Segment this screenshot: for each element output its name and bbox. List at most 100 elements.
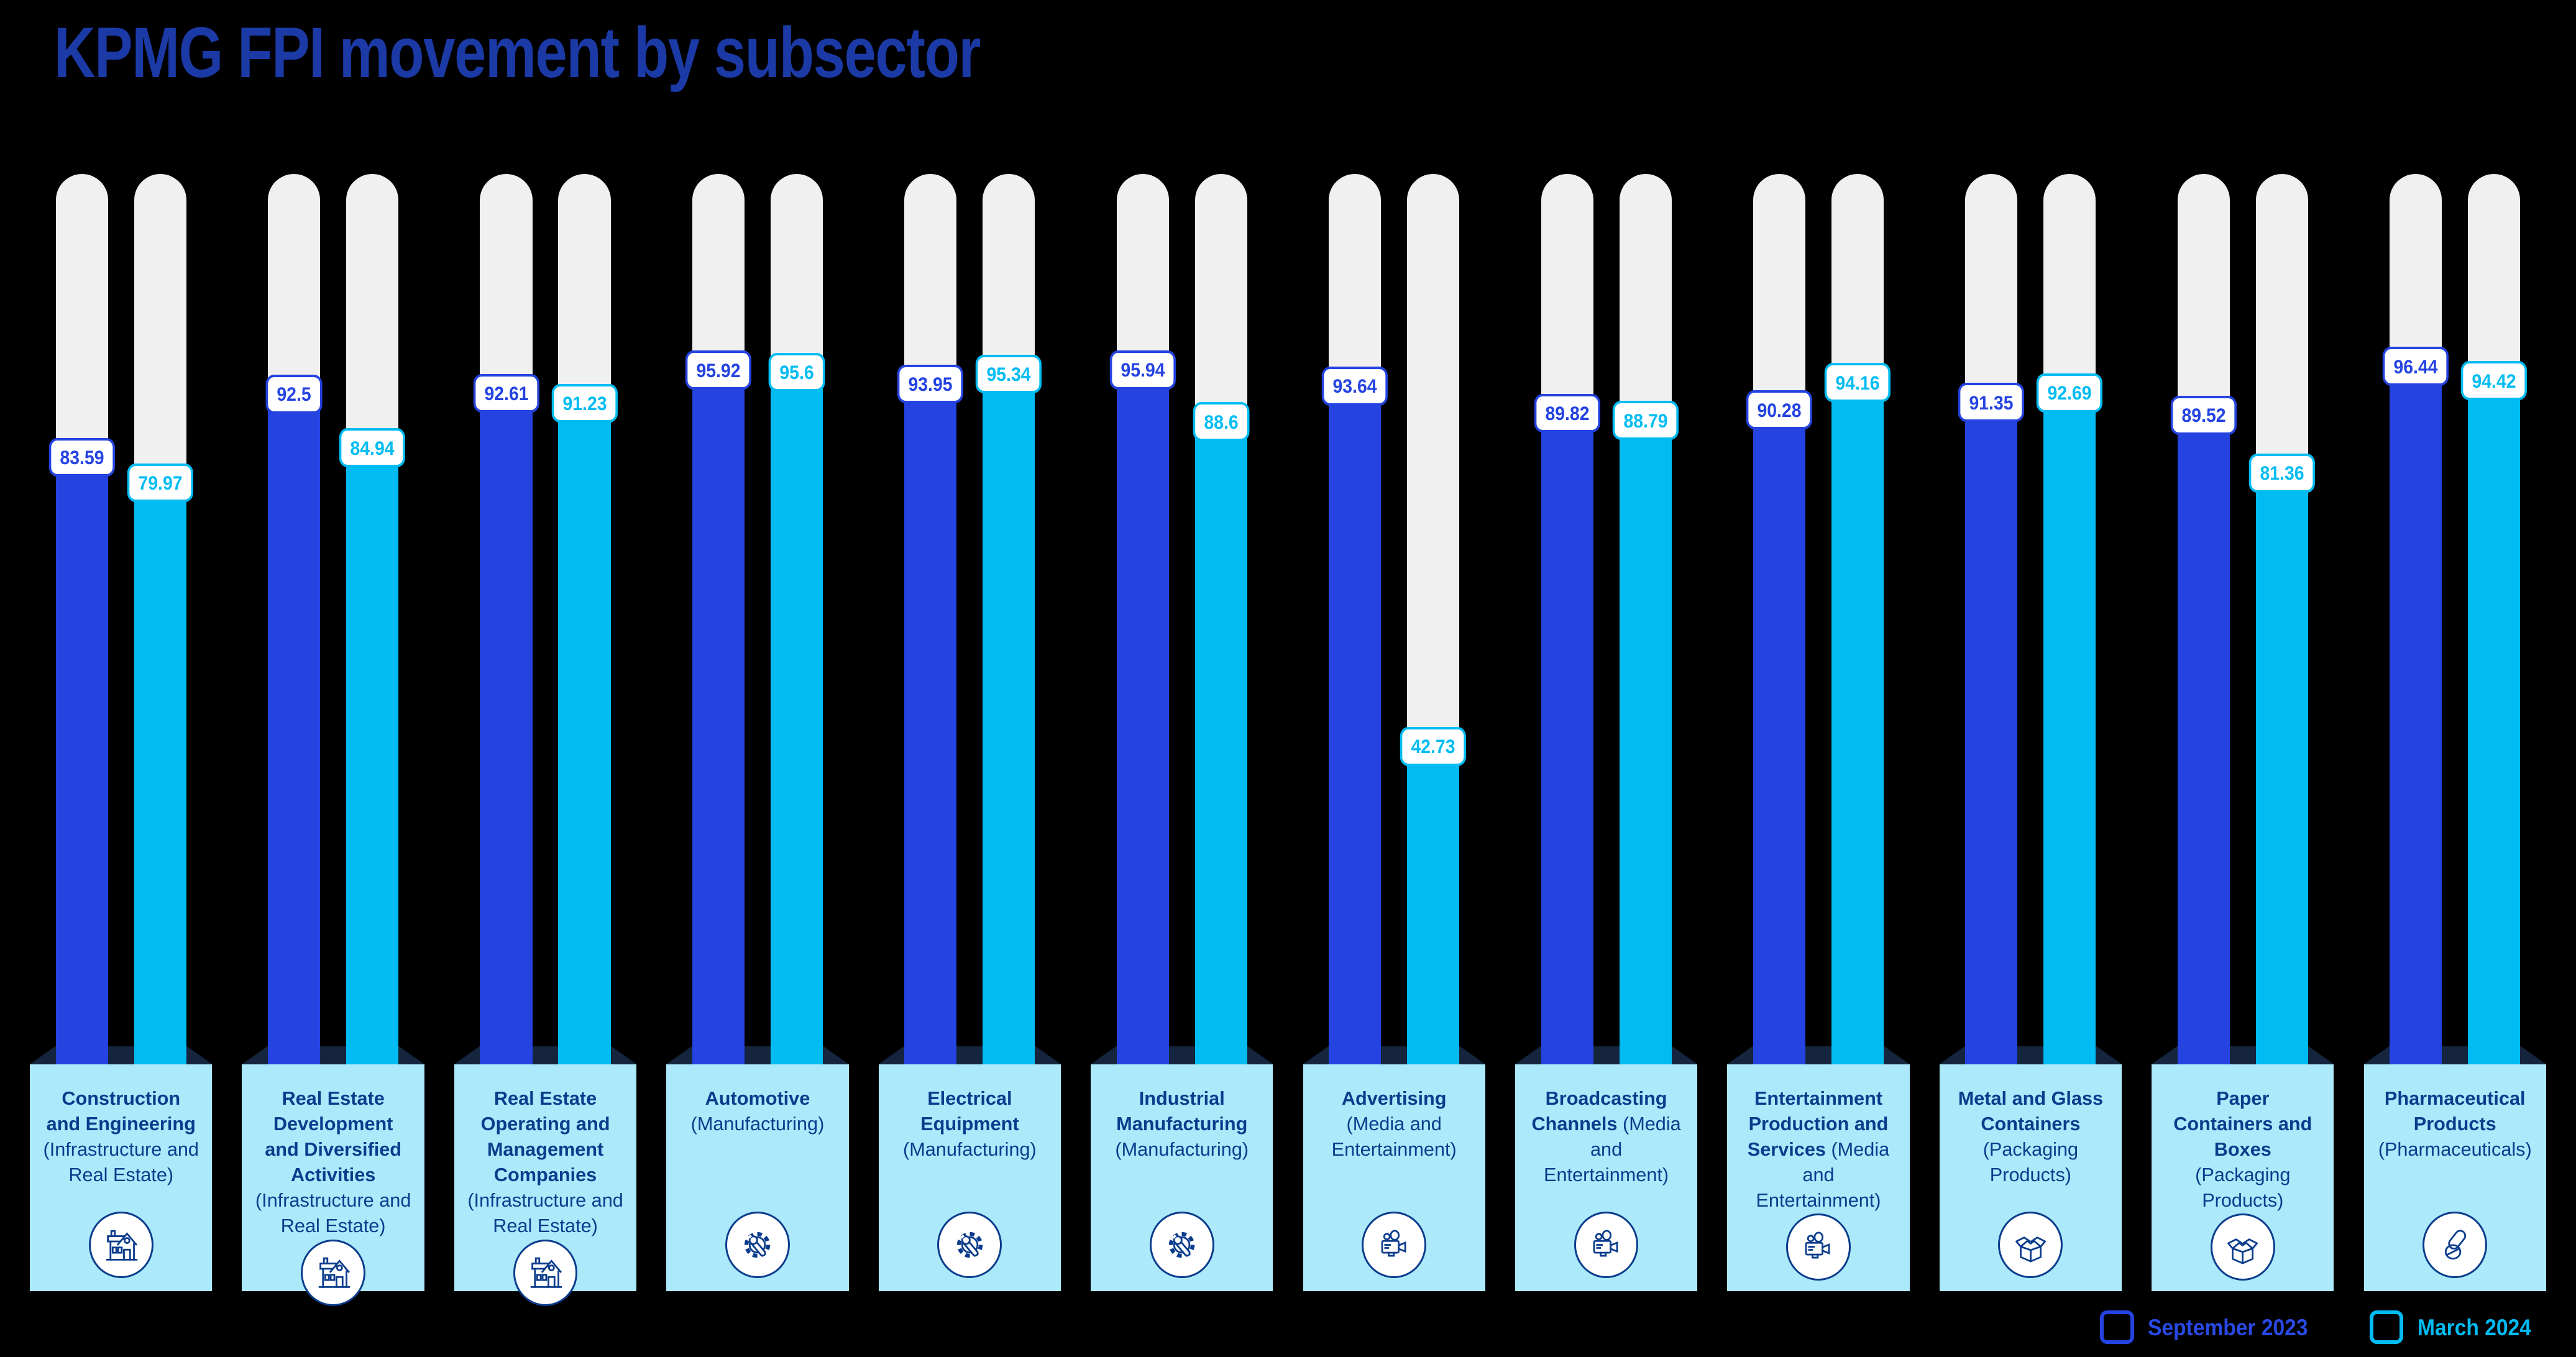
bar-track-march: 95.34 — [976, 174, 1042, 1064]
subsector-name: Automotive — [705, 1087, 810, 1109]
subsector-name: Pharmaceutical Products — [2384, 1087, 2526, 1135]
bar-fill-march — [2043, 408, 2096, 1064]
value-label-september: 95.94 — [1109, 350, 1176, 390]
subsector-column: 93.64 42.73 Advertising (Media and Enter… — [1303, 174, 1485, 1291]
legend-swatch-march — [2369, 1310, 2404, 1345]
subsector-label: Real Estate Operating and Management Com… — [467, 1086, 624, 1240]
subsector-qualifier: (Media and Entertainment) — [1756, 1139, 1890, 1212]
legend: September 2023 March 2024 — [2100, 1310, 2544, 1345]
value-label-march: 42.73 — [1400, 726, 1467, 766]
subsector-card: Broadcasting Channels (Media and Enterta… — [1515, 1064, 1698, 1291]
bar-track-march: 92.69 — [2037, 174, 2103, 1064]
bar-track-september: 93.64 — [1321, 174, 1388, 1064]
subsector-column: 95.94 88.6 Industrial Manufacturing (Man… — [1091, 174, 1273, 1291]
subsector-card: Electrical Equipment (Manufacturing) — [878, 1064, 1061, 1291]
pills-icon — [2422, 1212, 2488, 1279]
value-label-march: 88.79 — [1612, 401, 1679, 440]
subsector-card: Real Estate Operating and Management Com… — [454, 1064, 637, 1306]
bar-fill-september — [1965, 418, 2018, 1064]
subsector-card: Industrial Manufacturing (Manufacturing) — [1091, 1064, 1273, 1291]
page-title: KPMG FPI movement by subsector — [54, 12, 981, 93]
bar-pair: 89.82 88.79 — [1515, 174, 1698, 1064]
subsector-column: 91.35 92.69 Metal and Glass Containers (… — [1939, 174, 2122, 1291]
subsector-qualifier: (Pharmaceuticals) — [2378, 1139, 2532, 1161]
value-label-september: 92.5 — [265, 375, 323, 414]
bar-fill-september — [55, 472, 108, 1064]
value-label-march: 81.36 — [2248, 453, 2316, 493]
bar-fill-september — [268, 409, 321, 1064]
value-label-september: 91.35 — [1958, 383, 2025, 422]
bar-pair: 90.28 94.16 — [1727, 174, 1910, 1064]
subsector-column: 90.28 94.16 Entertainment Production and… — [1727, 174, 1910, 1291]
bar-track-september: 93.95 — [897, 174, 964, 1064]
subsector-name: Real Estate Development and Diversified … — [265, 1087, 402, 1186]
bar-fill-march — [134, 498, 186, 1064]
value-label-march: 88.6 — [1193, 402, 1250, 442]
bar-fill-september — [1329, 401, 1382, 1064]
bar-pair: 95.94 88.6 — [1091, 174, 1273, 1064]
gear-wrench-icon — [1149, 1212, 1214, 1279]
subsector-column: 89.82 88.79 Broadcasting Channels (Media… — [1515, 174, 1698, 1291]
bar-fill-september — [2390, 382, 2442, 1064]
bar-fill-march — [1407, 762, 1460, 1064]
value-label-september: 93.64 — [1321, 367, 1388, 406]
value-label-march: 84.94 — [339, 428, 406, 467]
video-camera-icon — [1574, 1212, 1639, 1279]
subsector-card: Construction and Engineering (Infrastruc… — [30, 1064, 213, 1291]
value-label-september: 92.61 — [473, 373, 539, 413]
bar-pair: 96.44 94.42 — [2363, 174, 2546, 1064]
bar-track-march: 94.42 — [2460, 174, 2528, 1064]
bar-fill-march — [1831, 398, 1884, 1064]
subsector-card: Automotive (Manufacturing) — [666, 1064, 849, 1291]
subsector-column: 95.92 95.6 Automotive (Manufacturing) — [666, 174, 849, 1291]
bar-fill-september — [1753, 425, 1806, 1064]
value-label-march: 94.42 — [2460, 361, 2528, 400]
bar-track-september: 92.61 — [473, 174, 539, 1064]
subsector-card: Pharmaceutical Products (Pharmaceuticals… — [2363, 1064, 2546, 1291]
bar-pair: 91.35 92.69 — [1939, 174, 2122, 1064]
bar-fill-march — [983, 389, 1035, 1064]
house-icon — [513, 1239, 578, 1306]
bar-pair: 93.95 95.34 — [878, 174, 1061, 1064]
bar-pair: 89.52 81.36 — [2152, 174, 2334, 1064]
bar-fill-march — [2255, 488, 2308, 1064]
subsector-label: Electrical Equipment (Manufacturing) — [891, 1086, 1048, 1163]
bar-track-march: 91.23 — [551, 174, 618, 1064]
bar-track-march: 95.6 — [768, 174, 825, 1064]
subsector-qualifier: (Media and Entertainment) — [1544, 1113, 1681, 1186]
subsector-qualifier: (Manufacturing) — [1115, 1139, 1249, 1161]
bar-track-march: 88.6 — [1193, 174, 1250, 1064]
subsector-qualifier: (Infrastructure and Real Estate) — [43, 1139, 199, 1186]
legend-label-march: March 2024 — [2418, 1314, 2531, 1340]
bar-fill-september — [480, 409, 533, 1064]
subsector-card: Advertising (Media and Entertainment) — [1303, 1064, 1485, 1291]
bar-track-september: 90.28 — [1746, 174, 1813, 1064]
video-camera-icon — [1786, 1213, 1851, 1281]
subsector-qualifier: (Packaging Products) — [2195, 1164, 2291, 1212]
bar-track-march: 94.16 — [1824, 174, 1891, 1064]
value-label-september: 93.95 — [897, 364, 964, 404]
legend-swatch-september — [2100, 1310, 2134, 1345]
value-label-september: 95.92 — [685, 350, 752, 390]
subsector-label: Advertising (Media and Entertainment) — [1316, 1086, 1472, 1163]
value-label-march: 95.6 — [768, 352, 825, 392]
bar-track-september: 95.92 — [685, 174, 752, 1064]
bar-pair: 93.64 42.73 — [1303, 174, 1485, 1064]
bar-track-march: 42.73 — [1400, 174, 1467, 1064]
subsector-card: Entertainment Production and Services (M… — [1727, 1064, 1910, 1291]
bar-fill-march — [770, 387, 823, 1064]
subsector-name: Electrical Equipment — [920, 1087, 1019, 1135]
legend-item-march: March 2024 — [2369, 1310, 2544, 1345]
bar-fill-march — [1194, 437, 1247, 1064]
bar-fill-march — [346, 463, 399, 1064]
bar-fill-september — [904, 399, 957, 1064]
subsector-qualifier: (Packaging Products) — [1982, 1139, 2079, 1186]
legend-item-september: September 2023 — [2100, 1310, 2326, 1345]
bar-track-september: 92.5 — [265, 174, 323, 1064]
subsector-column: 89.52 81.36 Paper Containers and Boxes (… — [2152, 174, 2334, 1291]
open-box-icon — [2210, 1213, 2275, 1281]
bar-pair: 92.5 84.94 — [242, 174, 424, 1064]
value-label-september: 89.82 — [1534, 393, 1600, 433]
subsector-column: 93.95 95.34 Electrical Equipment (Manufa… — [878, 174, 1061, 1291]
value-label-september: 96.44 — [2382, 347, 2449, 386]
